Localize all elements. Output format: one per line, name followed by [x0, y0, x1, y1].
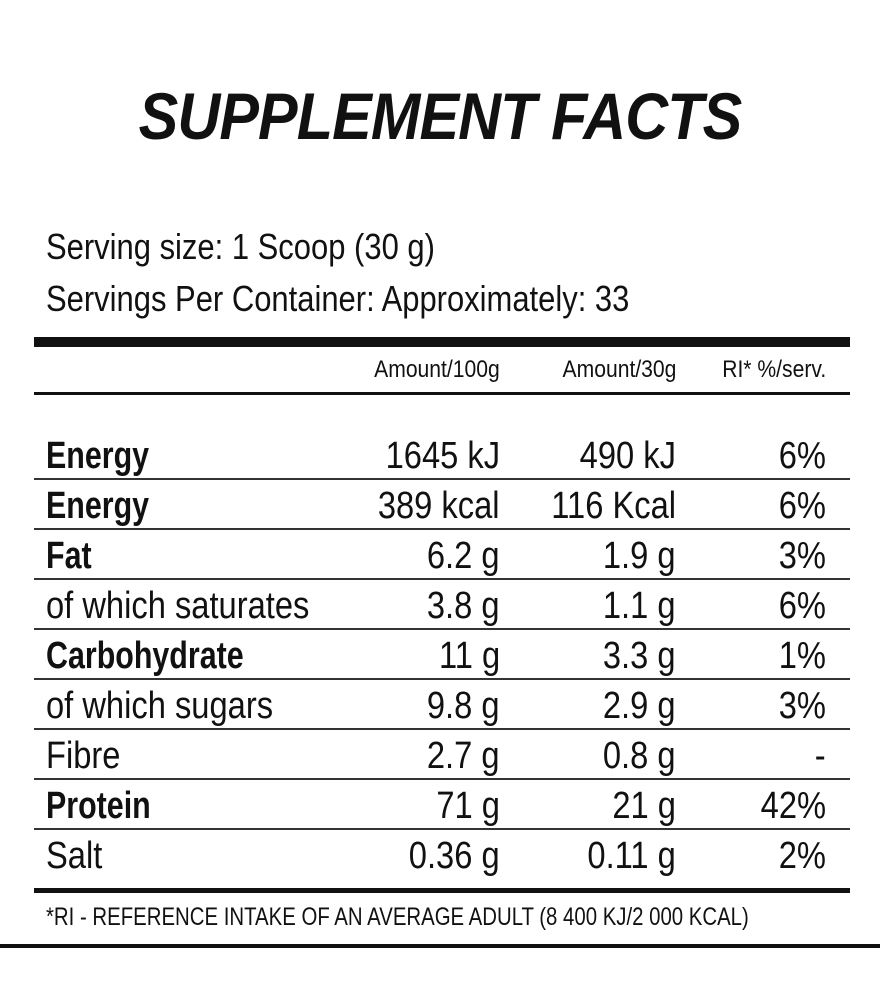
amount-per-100g: 3.8 g: [427, 585, 500, 627]
amount-per-30g: 116 Kcal: [551, 485, 676, 527]
amount-per-100g: 1645 kJ: [385, 435, 500, 477]
amount-per-100g: 6.2 g: [427, 535, 500, 577]
column-header-ri: RI* %/serv.: [721, 356, 826, 383]
amount-per-30g: 0.11 g: [587, 835, 676, 877]
servings-per-container-line: Servings Per Container: Approximately: 3…: [46, 278, 630, 319]
nutrient-name: Salt: [46, 835, 103, 877]
amount-per-30g: 1.9 g: [603, 535, 676, 577]
nutrient-name: Fat: [46, 535, 92, 577]
nutrition-table: Energy 1645 kJ 490 kJ 6% Energy 389 kcal…: [34, 430, 850, 880]
page-title: SUPPLEMENT FACTS: [138, 79, 743, 153]
ri-percent: 6%: [778, 585, 826, 627]
nutrient-name: Energy: [46, 435, 150, 477]
table-row: Carbohydrate 11 g 3.3 g 1%: [34, 630, 850, 680]
ri-percent: 42%: [760, 785, 826, 827]
table-row: Protein 71 g 21 g 42%: [34, 780, 850, 830]
ri-percent: 6%: [778, 435, 826, 477]
table-row: of which saturates 3.8 g 1.1 g 6%: [34, 580, 850, 630]
amount-per-100g: 11 g: [438, 635, 500, 677]
nutrient-name: Fibre: [46, 735, 121, 777]
amount-per-100g: 71 g: [436, 785, 500, 827]
page-bottom-rule: [0, 944, 880, 948]
amount-per-100g: 2.7 g: [427, 735, 500, 777]
table-row: Fibre 2.7 g 0.8 g -: [34, 730, 850, 780]
amount-per-100g: 0.36 g: [409, 835, 500, 877]
amount-per-30g: 21 g: [612, 785, 676, 827]
amount-per-100g: 9.8 g: [427, 685, 500, 727]
ri-percent: 3%: [778, 535, 826, 577]
amount-per-30g: 490 kJ: [579, 435, 676, 477]
ri-percent: 2%: [778, 835, 826, 877]
table-row: Salt 0.36 g 0.11 g 2%: [34, 830, 850, 880]
amount-per-30g: 3.3 g: [603, 635, 676, 677]
ri-percent: -: [815, 735, 826, 777]
ri-percent: 3%: [778, 685, 826, 727]
bottom-divider: [34, 888, 850, 893]
column-header-per-100g: Amount/100g: [374, 356, 500, 383]
amount-per-100g: 389 kcal: [378, 485, 500, 527]
nutrient-name: of which sugars: [46, 685, 274, 727]
table-row: Energy 389 kcal 116 Kcal 6%: [34, 480, 850, 530]
nutrient-name: Energy: [46, 485, 150, 527]
table-row: Fat 6.2 g 1.9 g 3%: [34, 530, 850, 580]
column-header-per-30g: Amount/30g: [562, 356, 676, 383]
serving-size-line: Serving size: 1 Scoop (30 g): [46, 226, 435, 267]
nutrient-name: of which saturates: [46, 585, 310, 627]
ri-percent: 1%: [778, 635, 826, 677]
nutrient-name: Protein: [46, 785, 151, 827]
table-row: Energy 1645 kJ 490 kJ 6%: [34, 430, 850, 480]
amount-per-30g: 0.8 g: [603, 735, 676, 777]
ri-percent: 6%: [778, 485, 826, 527]
amount-per-30g: 2.9 g: [603, 685, 676, 727]
reference-intake-footnote: *RI - REFERENCE INTAKE OF AN AVERAGE ADU…: [46, 903, 749, 931]
nutrient-name: Carbohydrate: [46, 635, 244, 677]
table-row: of which sugars 9.8 g 2.9 g 3%: [34, 680, 850, 730]
header-divider: [34, 392, 850, 395]
amount-per-30g: 1.1 g: [603, 585, 676, 627]
thick-divider: [34, 337, 850, 347]
